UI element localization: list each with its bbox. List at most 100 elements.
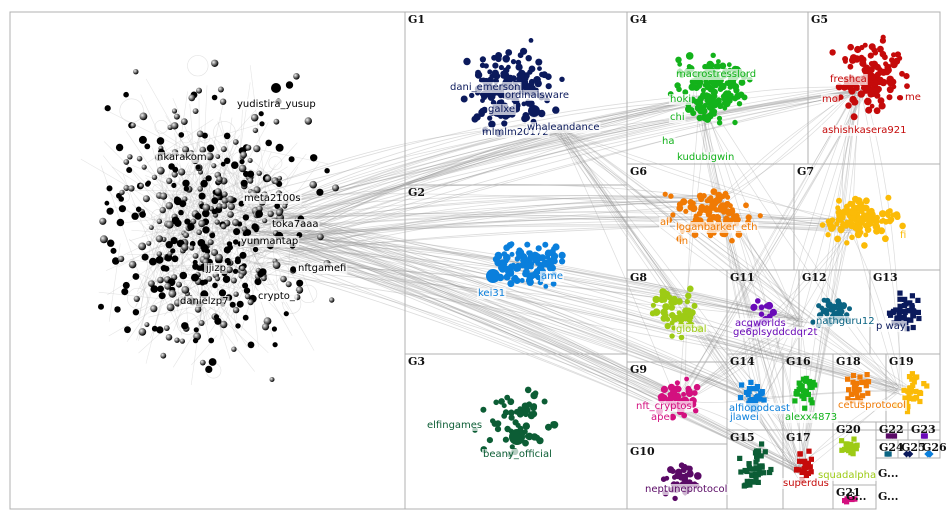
node[interactable] — [463, 57, 471, 66]
node-label[interactable]: alexx4873 — [785, 412, 837, 423]
node[interactable] — [127, 154, 133, 160]
node[interactable] — [232, 306, 240, 314]
node[interactable] — [273, 179, 279, 185]
node[interactable] — [178, 209, 184, 216]
node[interactable] — [227, 211, 234, 218]
node[interactable] — [694, 472, 702, 480]
node[interactable] — [98, 303, 104, 310]
node[interactable] — [133, 69, 139, 75]
node[interactable] — [693, 383, 701, 391]
node[interactable] — [677, 61, 683, 67]
node[interactable] — [200, 179, 208, 188]
node[interactable] — [171, 108, 178, 114]
node[interactable] — [245, 144, 252, 151]
node[interactable] — [198, 220, 206, 228]
node[interactable] — [873, 218, 880, 225]
node[interactable] — [558, 251, 566, 259]
node[interactable] — [166, 177, 173, 184]
node[interactable] — [865, 390, 871, 396]
node[interactable] — [271, 326, 277, 332]
node[interactable] — [878, 102, 886, 110]
node[interactable] — [163, 325, 170, 331]
node[interactable] — [860, 206, 867, 212]
node[interactable] — [748, 379, 754, 385]
node[interactable] — [165, 241, 173, 249]
node[interactable] — [864, 214, 872, 223]
node[interactable] — [503, 253, 511, 262]
node[interactable] — [753, 459, 759, 465]
node-label[interactable]: in — [679, 236, 688, 247]
node[interactable] — [166, 303, 175, 312]
node[interactable] — [135, 206, 142, 213]
node[interactable] — [750, 466, 756, 472]
node[interactable] — [507, 280, 515, 288]
node[interactable] — [494, 426, 502, 433]
node[interactable] — [165, 220, 174, 229]
node[interactable] — [244, 229, 252, 236]
node[interactable] — [863, 379, 869, 385]
node[interactable] — [515, 63, 523, 71]
node[interactable] — [174, 337, 180, 343]
node[interactable] — [155, 235, 163, 243]
node[interactable] — [901, 387, 907, 393]
node[interactable] — [221, 197, 229, 204]
node[interactable] — [535, 245, 542, 252]
node[interactable] — [196, 130, 204, 138]
node[interactable] — [842, 56, 849, 62]
node[interactable] — [698, 195, 705, 203]
node[interactable] — [719, 62, 727, 70]
node[interactable] — [550, 280, 557, 287]
node[interactable] — [285, 281, 292, 288]
node-label[interactable]: alfiopodcast — [729, 403, 790, 414]
node[interactable] — [916, 315, 922, 322]
node[interactable] — [548, 264, 557, 272]
node-label[interactable]: kudubigwin — [677, 152, 734, 163]
node[interactable] — [746, 461, 752, 467]
node[interactable] — [915, 309, 921, 315]
node[interactable] — [807, 464, 813, 470]
node[interactable] — [119, 189, 125, 196]
node[interactable] — [211, 197, 219, 205]
node[interactable] — [801, 395, 807, 402]
node[interactable] — [194, 212, 202, 220]
node[interactable] — [808, 456, 814, 462]
node[interactable] — [909, 293, 915, 299]
node[interactable] — [492, 62, 499, 69]
node[interactable] — [525, 55, 532, 62]
node[interactable] — [532, 257, 539, 264]
node[interactable] — [178, 168, 186, 176]
node[interactable] — [670, 468, 676, 475]
node[interactable] — [522, 439, 529, 447]
node[interactable] — [848, 223, 855, 230]
node[interactable] — [674, 82, 681, 89]
node[interactable] — [757, 470, 763, 476]
node[interactable] — [494, 251, 503, 260]
node[interactable] — [717, 86, 724, 92]
node[interactable] — [124, 326, 131, 334]
node[interactable] — [873, 107, 881, 115]
node[interactable] — [906, 307, 913, 314]
node[interactable] — [878, 227, 886, 235]
node[interactable] — [272, 261, 281, 269]
node[interactable] — [504, 394, 511, 401]
node[interactable] — [220, 320, 228, 329]
node[interactable] — [272, 342, 278, 348]
node[interactable] — [864, 97, 872, 106]
node[interactable] — [907, 300, 913, 306]
node[interactable] — [717, 102, 724, 110]
node[interactable] — [304, 117, 312, 125]
node[interactable] — [149, 257, 157, 266]
node[interactable] — [765, 301, 774, 310]
node[interactable] — [157, 285, 165, 293]
node[interactable] — [232, 218, 240, 227]
node[interactable] — [684, 298, 690, 305]
node[interactable] — [243, 287, 251, 294]
node[interactable] — [733, 216, 741, 224]
node[interactable] — [860, 393, 866, 399]
node[interactable] — [792, 398, 798, 404]
node[interactable] — [753, 474, 759, 480]
node[interactable] — [721, 94, 728, 102]
node[interactable] — [209, 232, 216, 239]
node[interactable] — [491, 69, 499, 77]
node[interactable] — [537, 265, 543, 271]
